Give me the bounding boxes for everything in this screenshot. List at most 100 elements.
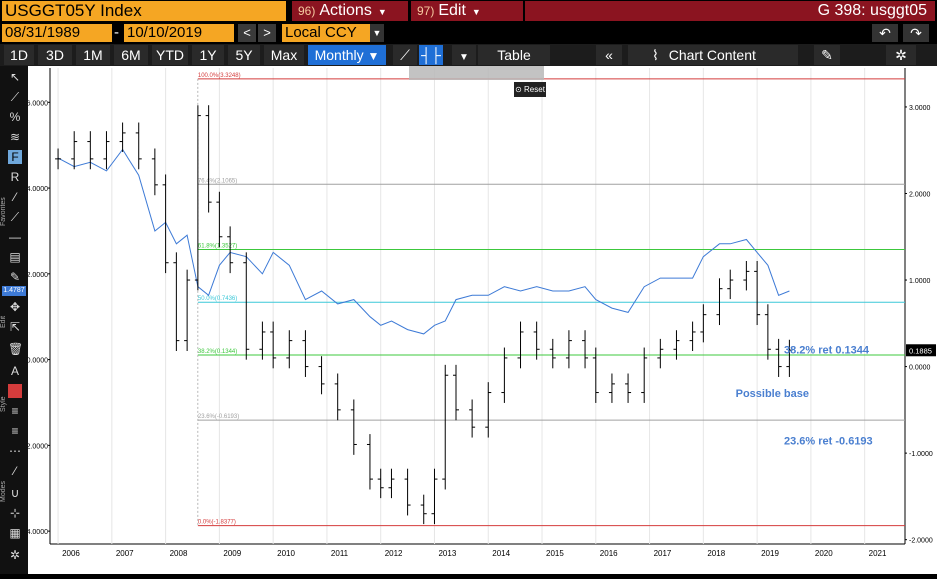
trash-icon[interactable]: 🗑 bbox=[8, 342, 24, 356]
x-tick-label: 2009 bbox=[223, 549, 241, 558]
cursor-icon[interactable]: ↖ bbox=[9, 70, 21, 84]
actions-menu-button[interactable]: 96) Actions ▼ bbox=[292, 1, 408, 21]
frequency-select[interactable]: Monthly ▼ bbox=[308, 45, 386, 65]
undo-icon: ↶ bbox=[879, 25, 891, 41]
chart-area[interactable]: 2006 2007 2008 2009 2010 2011 2012 2013 2014 2015… bbox=[24, 29, 937, 574]
chart-type-dropdown[interactable]: ▼ bbox=[452, 45, 476, 65]
horizontal-line-icon[interactable]: — bbox=[9, 230, 21, 244]
settings-button[interactable]: ✲ bbox=[886, 45, 916, 65]
next-period-button[interactable]: > bbox=[258, 24, 276, 42]
fibonacci-icon[interactable]: F bbox=[8, 150, 22, 164]
tab-6m[interactable]: 6M bbox=[114, 45, 148, 65]
select-icon[interactable]: ⇱ bbox=[9, 320, 21, 334]
left-tick-label: 2.0000 bbox=[28, 272, 48, 279]
fib-level-label: 23.6%(-0.6193) bbox=[198, 414, 239, 420]
period-tabs-bar: 1D 3D 1M 6M YTD 1Y 5Y Max Monthly ▼ ⟋ ┤├… bbox=[0, 44, 937, 66]
fib-level-label: 61.8%(1.3527) bbox=[198, 244, 237, 250]
tab-5y[interactable]: 5Y bbox=[228, 45, 260, 65]
security-ticker-field[interactable]: USGGT05Y Index bbox=[2, 1, 286, 21]
move-icon[interactable]: ✥ bbox=[9, 300, 21, 314]
chart-content-button[interactable]: ⌇ Chart Content bbox=[628, 45, 798, 65]
collapse-button[interactable]: « bbox=[596, 45, 622, 65]
caret-down-icon: ▼ bbox=[471, 7, 481, 17]
chart-annotation: 38.2% ret 0.1344 bbox=[784, 345, 870, 357]
x-tick-label: 2006 bbox=[62, 549, 80, 558]
chart-content-icon: ⌇ bbox=[652, 47, 659, 63]
currency-select[interactable]: Local CCY bbox=[282, 24, 370, 42]
tab-1m[interactable]: 1M bbox=[76, 45, 110, 65]
left-tick-label: 4.0000 bbox=[28, 186, 48, 193]
actions-shortcut: 96) bbox=[298, 4, 316, 18]
double-chevron-left-icon: « bbox=[605, 47, 613, 63]
x-tick-label: 2021 bbox=[869, 549, 887, 558]
actions-label: Actions bbox=[319, 2, 372, 19]
chart-annotation: Possible base bbox=[736, 388, 809, 400]
pattern-icon[interactable]: ▤ bbox=[9, 250, 21, 264]
fib-level-label: 100.0%(3.3248) bbox=[198, 73, 241, 79]
crosshair-icon[interactable]: ⊹ bbox=[9, 506, 21, 520]
frequency-label: Monthly bbox=[314, 47, 364, 63]
gear-icon: ✲ bbox=[895, 47, 907, 63]
tab-1d[interactable]: 1D bbox=[4, 45, 34, 65]
pen-icon[interactable]: ✎ bbox=[9, 270, 21, 284]
price-chart[interactable]: 2006 2007 2008 2009 2010 2011 2012 2013 2014 2015… bbox=[24, 29, 937, 574]
color-swatch-icon[interactable] bbox=[8, 384, 22, 398]
fib-level-label: 76.4%(2.1065) bbox=[198, 178, 237, 184]
redo-button[interactable]: ↷ bbox=[903, 24, 929, 42]
legend-popup bbox=[409, 66, 544, 80]
tab-max[interactable]: Max bbox=[264, 45, 304, 65]
right-tick-label: 3.0000 bbox=[909, 105, 931, 112]
x-tick-label: 2017 bbox=[654, 549, 672, 558]
edit-shortcut: 97) bbox=[417, 4, 435, 18]
text-tool-icon[interactable]: A bbox=[10, 364, 19, 378]
x-tick-label: 2015 bbox=[546, 549, 564, 558]
edit-menu-button[interactable]: 97) Edit ▼ bbox=[411, 1, 523, 21]
right-tick-label: 0.0000 bbox=[909, 365, 931, 372]
chart-background bbox=[28, 66, 937, 574]
start-date-field[interactable]: 08/31/1989 bbox=[2, 24, 112, 42]
left-tick-label: 0.0000 bbox=[28, 358, 48, 365]
fib-level-label: 0.0%(-1.8377) bbox=[198, 520, 236, 526]
left-tick-label: -4.0000 bbox=[28, 529, 48, 536]
channel-icon[interactable]: ≋ bbox=[9, 130, 21, 144]
layers-icon[interactable]: ▦ bbox=[9, 526, 21, 540]
ruler-icon[interactable]: ⟋ bbox=[10, 210, 20, 224]
reset-label: Reset bbox=[524, 85, 545, 94]
annotate-button[interactable]: ✎ bbox=[814, 45, 840, 65]
x-tick-label: 2007 bbox=[116, 549, 134, 558]
range-icon[interactable]: R bbox=[10, 170, 20, 184]
fib-level-label: 50.0%(0.7436) bbox=[198, 296, 237, 302]
undo-button[interactable]: ↶ bbox=[872, 24, 898, 42]
tab-3d[interactable]: 3D bbox=[38, 45, 72, 65]
tab-ytd[interactable]: YTD bbox=[152, 45, 188, 65]
gear-icon[interactable]: ✲ bbox=[9, 548, 21, 562]
left-axis-tag: 1.4787 bbox=[2, 286, 26, 296]
brush-icon[interactable]: ⁄ bbox=[13, 190, 16, 204]
bar-chart-button[interactable]: ┤├ bbox=[419, 45, 443, 65]
right-tick-label: 2.0000 bbox=[909, 191, 931, 198]
x-tick-label: 2010 bbox=[277, 549, 295, 558]
date-range-bar: 08/31/1989 - 10/10/2019 < > Local CCY ▼ … bbox=[0, 23, 937, 43]
magnet-icon[interactable]: ∪ bbox=[10, 486, 20, 500]
x-tick-label: 2016 bbox=[600, 549, 618, 558]
currency-dropdown-button[interactable]: ▼ bbox=[370, 24, 384, 42]
last-value-tag bbox=[906, 344, 936, 357]
prev-period-button[interactable]: < bbox=[238, 24, 256, 42]
tab-1y[interactable]: 1Y bbox=[192, 45, 224, 65]
line-chart-button[interactable]: ⟋ bbox=[393, 45, 417, 65]
dash-style-icon[interactable]: ⋯ bbox=[9, 444, 21, 458]
reset-button[interactable]: ⊙ Reset bbox=[514, 82, 546, 97]
x-tick-label: 2008 bbox=[170, 549, 188, 558]
table-button[interactable]: Table bbox=[478, 45, 550, 65]
percent-tool-icon[interactable]: % bbox=[9, 110, 21, 124]
end-date-field[interactable]: 10/10/2019 bbox=[124, 24, 234, 42]
right-tick-label: -1.0000 bbox=[909, 451, 933, 458]
line-width-icon[interactable]: ≡ bbox=[11, 424, 19, 438]
line-style-icon[interactable]: ≡ bbox=[11, 404, 19, 418]
trendline-icon[interactable]: ⟋ bbox=[10, 90, 20, 104]
style-section-label: Style bbox=[0, 396, 7, 412]
right-tick-label: -2.0000 bbox=[909, 538, 933, 545]
brush-style-icon[interactable]: ⁄ bbox=[13, 464, 16, 478]
x-tick-label: 2014 bbox=[492, 549, 510, 558]
reset-icon: ⊙ bbox=[515, 85, 522, 94]
